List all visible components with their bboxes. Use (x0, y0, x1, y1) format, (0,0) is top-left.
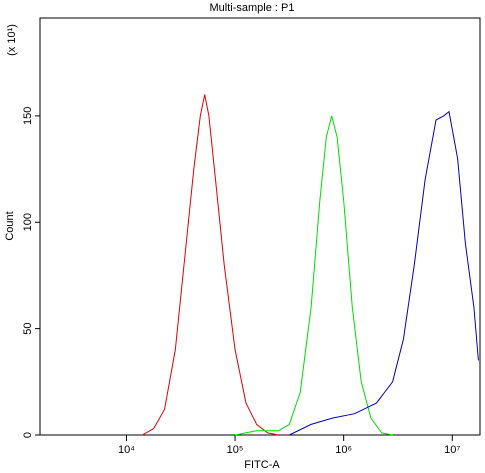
y-multiplier: (x 10¹) (6, 24, 18, 56)
histogram-line (235, 115, 393, 436)
y-axis-label: Count (4, 211, 16, 240)
x-axis-label: FITC-A (244, 459, 280, 471)
y-tick-label: 100 (22, 213, 34, 231)
x-tick-label: 10⁵ (227, 444, 244, 456)
y-tick-label: 0 (22, 432, 34, 438)
x-tick-label: 10⁴ (118, 444, 135, 456)
x-tick-label: 10⁶ (335, 444, 352, 456)
y-tick-label: 50 (22, 322, 34, 334)
chart-title: Multi-sample : P1 (210, 2, 295, 14)
histogram-line (289, 110, 479, 436)
y-tick-label: 150 (22, 107, 34, 125)
plot-frame (39, 17, 481, 436)
x-tick-label: 10⁷ (444, 444, 460, 456)
histogram-line (142, 94, 279, 436)
